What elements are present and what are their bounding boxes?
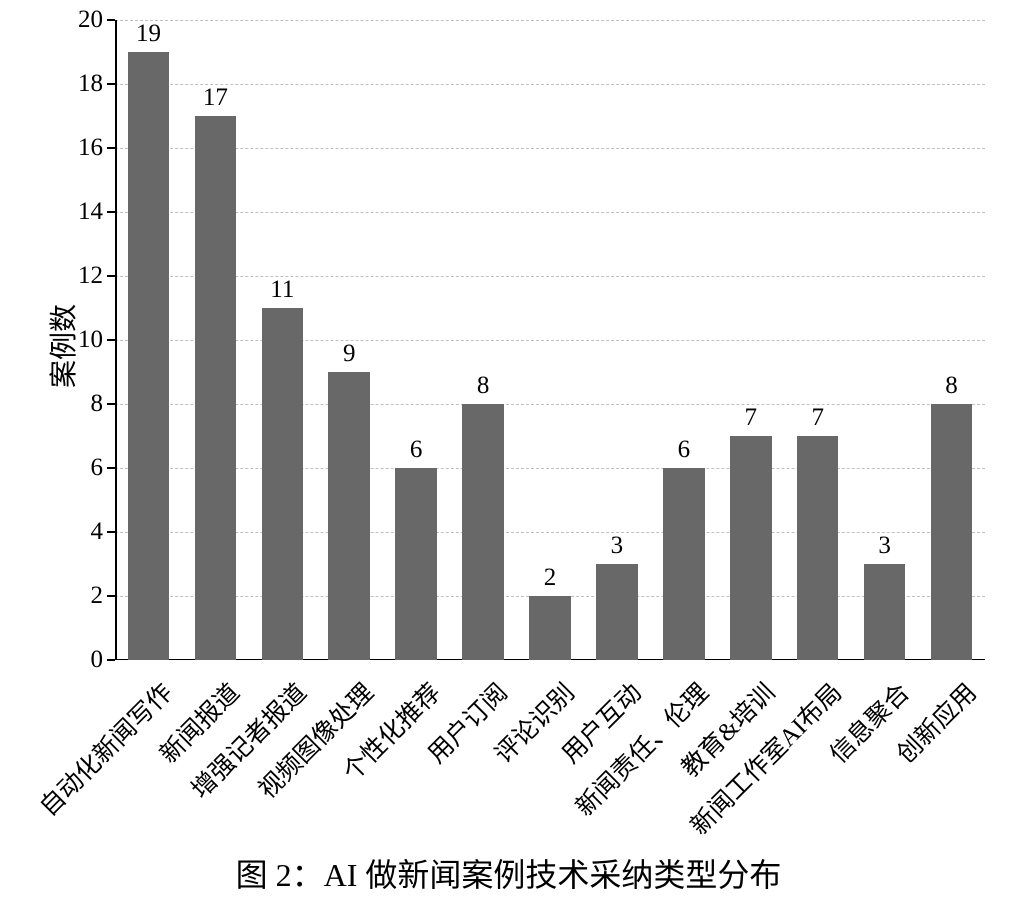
y-tick-mark — [107, 83, 115, 85]
bar — [328, 372, 369, 660]
chart-caption: 图 2：AI 做新闻案例技术采纳类型分布 — [0, 850, 1017, 896]
bar — [262, 308, 303, 660]
y-tick-mark — [107, 19, 115, 21]
bar-value-label: 3 — [855, 532, 915, 560]
bar-value-label: 9 — [319, 340, 379, 368]
bar-value-label: 19 — [118, 20, 178, 48]
grid-line — [115, 276, 985, 277]
grid-line — [115, 212, 985, 213]
bar-value-label: 8 — [453, 372, 513, 400]
bar — [128, 52, 169, 660]
y-tick-label: 0 — [43, 646, 103, 674]
y-tick-label: 4 — [43, 518, 103, 546]
y-tick-label: 10 — [43, 326, 103, 354]
y-axis-line — [115, 20, 117, 660]
bar-value-label: 7 — [788, 404, 848, 432]
bar-value-label: 6 — [654, 436, 714, 464]
y-tick-mark — [107, 659, 115, 661]
y-tick-label: 20 — [43, 6, 103, 34]
y-tick-label: 18 — [43, 70, 103, 98]
bar-value-label: 17 — [185, 84, 245, 112]
bar — [931, 404, 972, 660]
y-tick-mark — [107, 531, 115, 533]
y-tick-mark — [107, 147, 115, 149]
bar — [730, 436, 771, 660]
bar-value-label: 3 — [587, 532, 647, 560]
y-tick-label: 2 — [43, 582, 103, 610]
grid-line — [115, 468, 985, 469]
y-tick-label: 16 — [43, 134, 103, 162]
bar — [462, 404, 503, 660]
plot-area: 1917119682367738 — [115, 20, 985, 660]
y-tick-mark — [107, 403, 115, 405]
y-tick-label: 12 — [43, 262, 103, 290]
bar — [797, 436, 838, 660]
bar-value-label: 11 — [252, 276, 312, 304]
bar — [529, 596, 570, 660]
chart-container: 1917119682367738 案例数 图 2：AI 做新闻案例技术采纳类型分… — [0, 0, 1017, 900]
bar — [596, 564, 637, 660]
bar — [864, 564, 905, 660]
grid-line — [115, 84, 985, 85]
bar — [663, 468, 704, 660]
grid-line — [115, 404, 985, 405]
bar-value-label: 7 — [721, 404, 781, 432]
y-tick-mark — [107, 467, 115, 469]
y-tick-mark — [107, 275, 115, 277]
y-tick-label: 8 — [43, 390, 103, 418]
bar-value-label: 2 — [520, 564, 580, 592]
y-tick-label: 6 — [43, 454, 103, 482]
grid-line — [115, 340, 985, 341]
bar-value-label: 6 — [386, 436, 446, 464]
y-tick-label: 14 — [43, 198, 103, 226]
grid-line — [115, 20, 985, 21]
y-tick-mark — [107, 595, 115, 597]
bar — [395, 468, 436, 660]
y-tick-mark — [107, 339, 115, 341]
grid-line — [115, 148, 985, 149]
bar — [195, 116, 236, 660]
y-tick-mark — [107, 211, 115, 213]
bar-value-label: 8 — [922, 372, 982, 400]
